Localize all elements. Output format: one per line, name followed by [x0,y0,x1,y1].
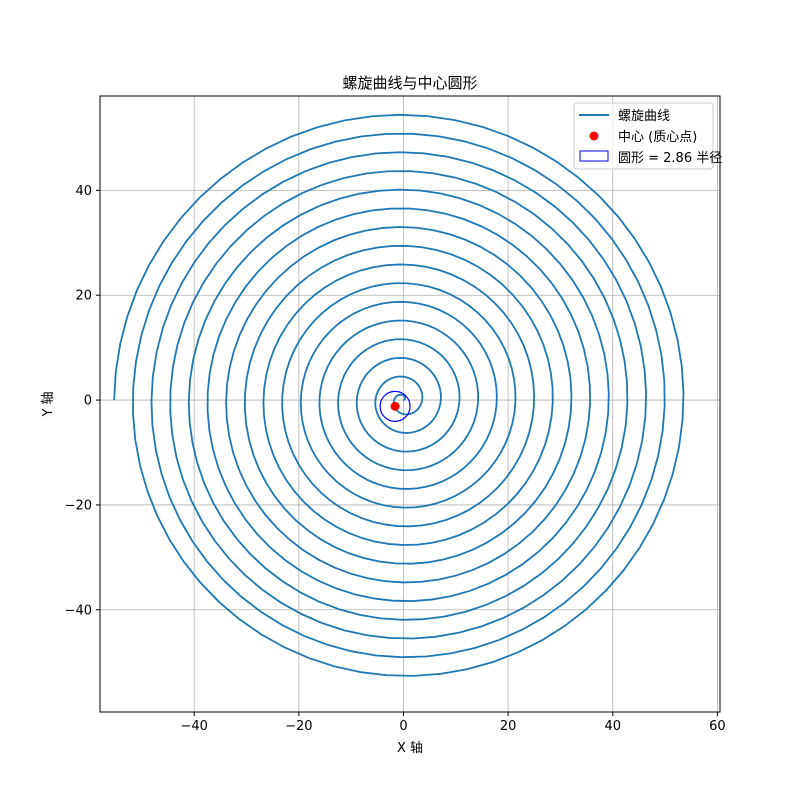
legend-label-center: 中心 (质心点) [618,130,697,145]
spiral-line [113,113,685,677]
legend-swatch-circle [579,150,609,162]
y-tick-label: −40 [65,603,92,618]
legend: 螺旋曲线 中心 (质心点) 圆形 = 2.86 半径 [573,102,722,170]
axis-ticks: −40 −20 0 20 40 60 −40 −20 0 20 40 [65,184,726,734]
legend-swatch-center [589,131,599,141]
x-tick-label: 40 [604,719,621,734]
plot-series [113,113,685,677]
legend-label-spiral: 螺旋曲线 [618,109,670,124]
y-tick-label: 0 [84,394,92,409]
chart-title: 螺旋曲线与中心圆形 [342,74,477,92]
y-tick-label: 20 [75,289,92,304]
center-circle [379,390,411,422]
x-tick-label: 60 [709,719,726,734]
y-axis-label: Y 轴 [41,391,56,417]
x-tick-label: 20 [500,719,517,734]
x-tick-label: 0 [399,719,407,734]
legend-label-circle: 圆形 = 2.86 半径 [618,151,722,166]
y-tick-label: 40 [75,184,92,199]
x-tick-label: −40 [180,719,207,734]
legend-box [573,102,714,170]
y-tick-label: −20 [65,498,92,513]
center-point [390,401,400,411]
x-axis-label: X 轴 [397,741,423,756]
x-tick-label: −20 [285,719,312,734]
plot-frame [99,95,721,713]
